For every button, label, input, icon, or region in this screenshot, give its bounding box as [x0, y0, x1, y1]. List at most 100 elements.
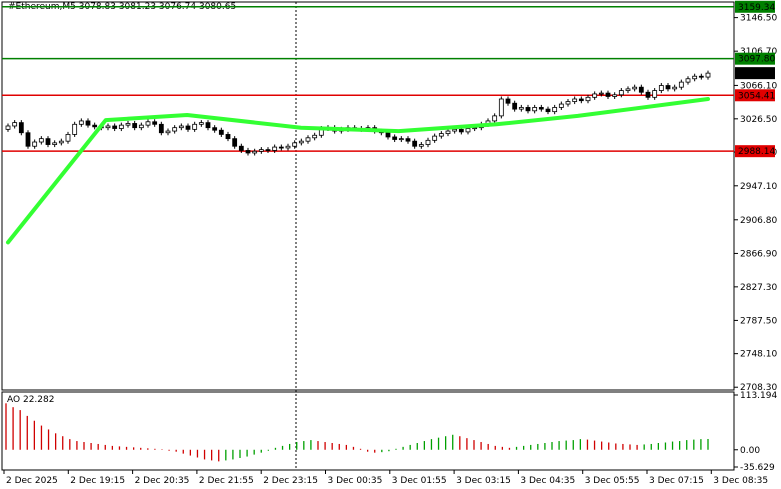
candle-body: [172, 127, 178, 132]
candle-body: [705, 72, 711, 78]
price-tick-label: 3146.50: [740, 14, 777, 24]
indicator-tick-label: 0.00: [740, 446, 760, 456]
time-tick-label: 2 Dec 21:55: [199, 476, 254, 486]
indicator-tick-label: 113.194: [740, 391, 777, 401]
candle-body: [65, 134, 71, 142]
indicator-name: AO: [7, 395, 21, 405]
price-tick-label: 2827.30: [740, 283, 777, 293]
candle-body: [12, 122, 18, 127]
level-price-tag: [735, 89, 775, 102]
candle-body: [278, 146, 284, 149]
candle-body: [178, 125, 184, 129]
candle-body: [192, 123, 198, 130]
candle-body: [245, 150, 251, 154]
candle-body: [38, 138, 44, 143]
candle-body: [105, 125, 111, 129]
candle-body: [525, 107, 531, 112]
time-tick-label: 3 Dec 03:15: [456, 476, 511, 486]
candle-body: [312, 134, 318, 139]
candle-body: [298, 140, 304, 144]
time-tick-label: 3 Dec 04:35: [520, 476, 575, 486]
level-price-label: 3159.34: [738, 3, 775, 13]
current-price-tag: [735, 67, 775, 80]
candle-body: [678, 81, 684, 88]
candle-body: [612, 94, 618, 97]
price-tick-label: 2866.90: [740, 249, 777, 259]
candle-body: [565, 101, 571, 105]
candle-body: [425, 139, 431, 145]
candle-body: [518, 107, 524, 110]
candle-body: [85, 120, 91, 126]
candle-body: [112, 125, 118, 129]
price-tick-label: 2787.50: [740, 316, 777, 326]
price-tick-label: 3106.70: [740, 47, 777, 57]
candle-body: [58, 140, 64, 144]
level-price-label: 2988.14: [738, 147, 775, 157]
time-tick-label: 3 Dec 01:55: [392, 476, 447, 486]
candle-body: [398, 138, 404, 141]
indicator-label: AO 22.282: [7, 395, 54, 405]
candle-body: [592, 93, 598, 98]
candle-body: [532, 107, 538, 112]
level-price-label: 3097.80: [738, 55, 775, 65]
indicator-value: 22.282: [22, 395, 55, 405]
moving-average-line: [6, 97, 710, 245]
candle-body: [585, 96, 591, 102]
candle-body: [685, 78, 691, 83]
time-tick-label: 2 Dec 20:35: [135, 476, 190, 486]
candle-body: [52, 142, 58, 145]
candle-body: [625, 88, 631, 91]
candle-body: [292, 142, 298, 147]
candle-body: [618, 90, 624, 96]
candle-body: [238, 145, 244, 151]
level-price-tag: [735, 0, 775, 13]
candle-body: [198, 122, 204, 125]
candle-body: [152, 121, 158, 125]
candle-body: [218, 129, 224, 135]
candle-body: [145, 121, 151, 126]
time-tick-label: 3 Dec 08:35: [713, 476, 768, 486]
candle-body: [45, 138, 51, 145]
price-tick-label: 2947.10: [740, 182, 777, 192]
price-tick-label: 3026.50: [740, 115, 777, 125]
time-tick-label: 3 Dec 00:35: [328, 476, 383, 486]
candle-body: [212, 127, 218, 131]
candle-body: [265, 149, 271, 152]
candle-body: [465, 128, 471, 133]
candle-body: [258, 149, 264, 152]
candle-body: [645, 91, 651, 98]
candle-body: [492, 115, 498, 122]
candle-body: [18, 122, 24, 134]
candle-body: [658, 85, 664, 91]
candle-body: [692, 75, 698, 80]
candle-body: [285, 145, 291, 149]
candle-body: [225, 134, 231, 140]
main-pane-frame: [1, 1, 735, 391]
candle-body: [578, 98, 584, 102]
candle-body: [412, 140, 418, 147]
candle-body: [118, 124, 124, 129]
level-price-tag: [735, 145, 775, 158]
candle-body: [158, 123, 164, 134]
candle-body: [572, 98, 578, 102]
candle-body: [138, 124, 144, 129]
time-tick-label: 2 Dec 23:15: [263, 476, 318, 486]
candle-body: [665, 85, 671, 90]
level-price-label: 3054.41: [738, 91, 775, 101]
price-tick-label: 2906.80: [740, 216, 777, 226]
candle-body: [672, 86, 678, 90]
time-tick-label: 3 Dec 07:15: [649, 476, 704, 486]
candle-body: [498, 98, 504, 117]
candle-body: [92, 124, 98, 128]
candle-body: [232, 138, 238, 147]
candle-body: [32, 141, 38, 147]
level-price-tag: [735, 52, 775, 65]
candle-body: [385, 132, 391, 138]
candle-body: [458, 128, 464, 133]
candle-body: [125, 123, 131, 126]
candle-body: [185, 125, 191, 130]
candle-body: [392, 136, 398, 140]
candle-body: [405, 138, 411, 142]
